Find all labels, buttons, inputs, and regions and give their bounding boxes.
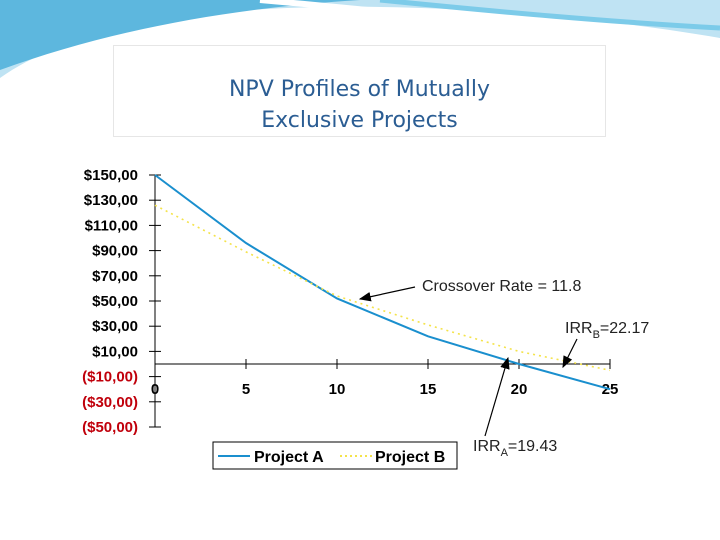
irr-b-arrow — [562, 338, 578, 369]
series-line-project-a — [154, 174, 611, 391]
crossover-arrow — [358, 286, 416, 302]
legend-box — [212, 441, 458, 470]
irr-a-value: =19.43 — [508, 438, 557, 455]
swoosh-band-dark — [0, 0, 360, 70]
irr-a-annotation: IRRA=19.43 — [473, 438, 557, 459]
x-tick-label: 10 — [329, 381, 346, 398]
legend-label-project-b: Project B — [375, 449, 445, 466]
x-tick-label: 25 — [602, 381, 619, 398]
y-tick-label: $110,00 — [85, 217, 138, 234]
y-tick-label: ($10,00) — [82, 369, 138, 386]
y-tick-label: ($30,00) — [82, 394, 138, 411]
legend: Project A Project B — [212, 441, 458, 470]
title-box: NPV Profiles of Mutually Exclusive Proje… — [113, 45, 606, 137]
irr-a-arrow — [484, 356, 510, 437]
irr-b-sub: B — [593, 329, 600, 341]
x-tick-label: 0 — [151, 381, 159, 398]
x-tick-label: 15 — [420, 381, 437, 398]
series-line-project-b — [154, 204, 611, 372]
y-tick-label: $90,00 — [92, 243, 138, 260]
y-tick-label: $50,00 — [92, 293, 138, 310]
crossover-annotation: Crossover Rate = 11.8 — [422, 278, 581, 295]
swoosh-stroke-thin — [379, 0, 720, 31]
irr-a-main: IRR — [473, 438, 501, 455]
irr-b-annotation: IRRB=22.17 — [565, 320, 649, 341]
x-axis: 0 5 10 15 20 25 — [151, 359, 619, 398]
y-tick-label: $150,00 — [84, 167, 138, 184]
y-tick-label: ($50,00) — [82, 419, 138, 436]
irr-a-sub: A — [501, 447, 509, 459]
y-tick-label: $130,00 — [84, 192, 138, 209]
x-tick-label: 20 — [511, 381, 528, 398]
swoosh-stroke — [259, 0, 720, 49]
slide-title-line2: Exclusive Projects — [261, 108, 458, 133]
y-axis: $150,00 $130,00 $110,00 $90,00 $70,00 $50,00 $… — [82, 167, 161, 436]
x-tick-label: 5 — [242, 381, 250, 398]
legend-label-project-a: Project A — [254, 449, 324, 466]
header-swoosh — [0, 0, 720, 78]
series-layer — [154, 174, 611, 391]
y-tick-label: $70,00 — [92, 268, 138, 285]
slide-title-line1: NPV Profiles of Mutually — [228, 77, 491, 102]
y-tick-label: $30,00 — [92, 318, 138, 335]
irr-b-value: =22.17 — [600, 320, 649, 337]
y-tick-label: $10,00 — [92, 343, 138, 360]
irr-b-main: IRR — [565, 320, 593, 337]
